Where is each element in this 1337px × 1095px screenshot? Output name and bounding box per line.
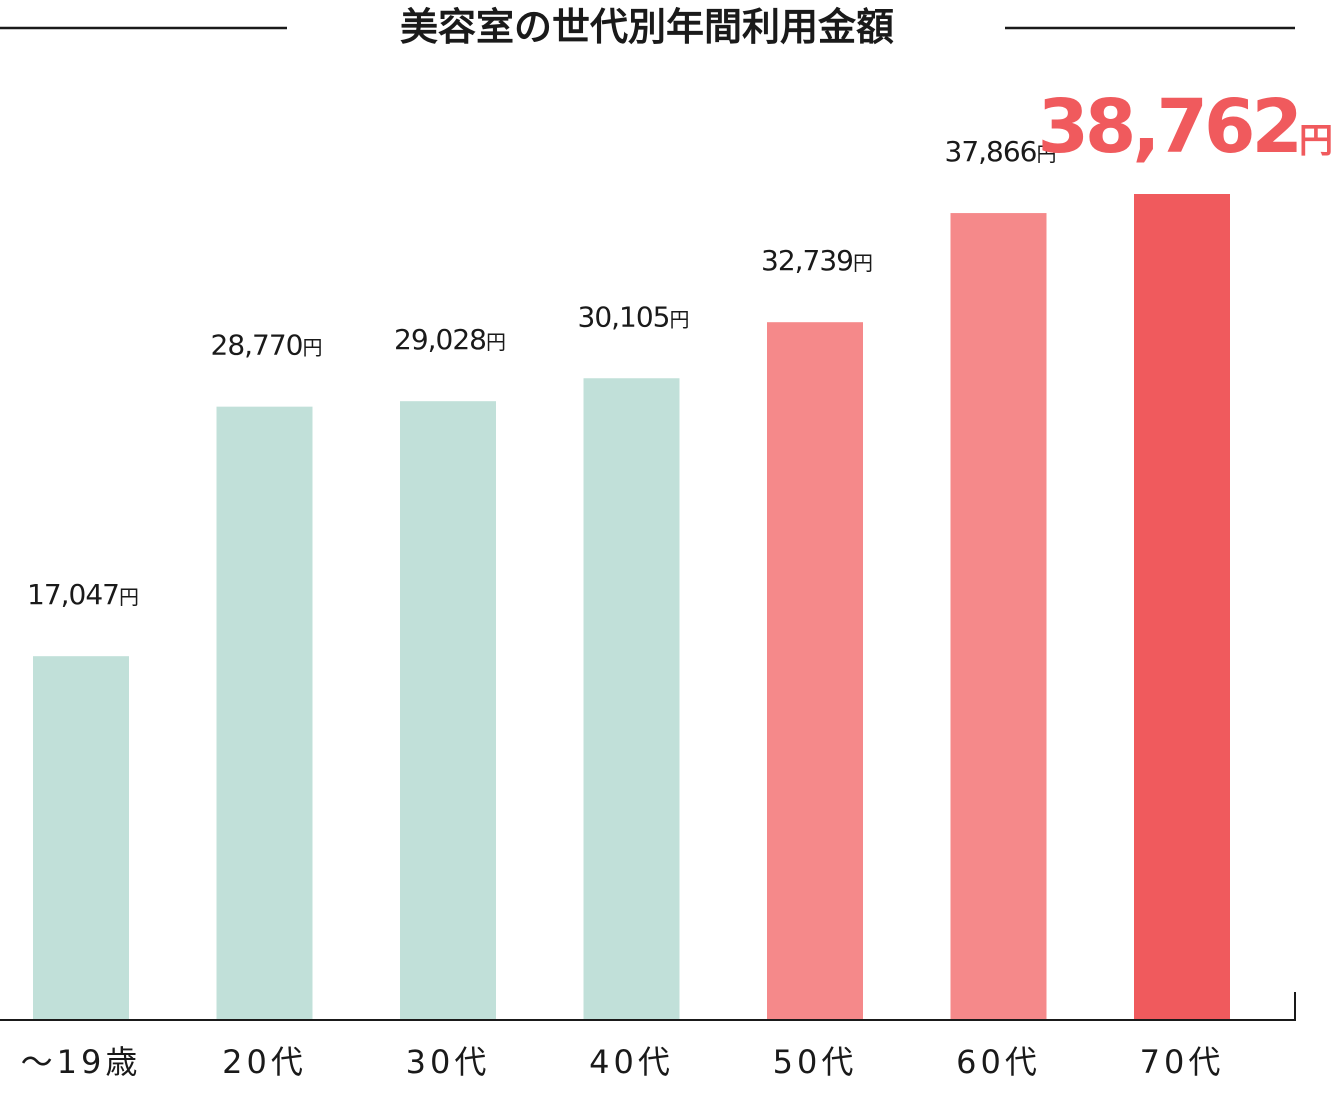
value-label: 29,028円 [394,323,506,356]
category-labels-group: ～19歳 20代 30代 40代 50代 60代 70代 [21,1043,1225,1081]
category-label: 40代 [589,1043,674,1081]
value-unit: 円 [302,336,322,360]
category-label: 60代 [956,1043,1041,1081]
value-label: 17,047円 [27,578,139,611]
value-label: 32,739円 [761,244,873,277]
value-number: 37,866 [945,135,1037,168]
bars-group [33,194,1230,1020]
value-number: 17,047 [27,578,119,611]
category-label: 50代 [773,1043,858,1081]
value-unit: 円 [119,585,139,609]
category-label: 70代 [1140,1043,1225,1081]
bar-4 [583,378,680,1019]
value-label: 28,770円 [211,329,323,362]
value-number: 30,105 [578,300,670,333]
value-unit: 円 [1299,121,1333,161]
value-label: 37,866円 [945,135,1057,168]
bar-2 [216,406,313,1019]
category-label: 20代 [222,1043,307,1081]
bar-6 [950,213,1047,1020]
bar-1 [33,656,129,1019]
category-label: ～19歳 [21,1043,142,1081]
value-number: 38,762 [1037,84,1299,170]
value-unit: 円 [1036,142,1056,166]
value-unit: 円 [853,251,873,275]
value-number: 29,028 [394,323,486,356]
bar-3 [400,401,496,1019]
value-unit: 円 [669,307,689,331]
bar-5 [767,322,863,1020]
category-label: 30代 [406,1043,491,1081]
highlight-value-label: 38,762円 [1037,84,1333,170]
chart-title: 美容室の世代別年間利用金額 [400,5,894,49]
value-number: 32,739 [761,244,853,277]
bar-7 [1134,194,1230,1019]
value-unit: 円 [486,330,506,354]
value-label: 30,105円 [578,300,690,333]
value-number: 28,770 [211,329,303,362]
